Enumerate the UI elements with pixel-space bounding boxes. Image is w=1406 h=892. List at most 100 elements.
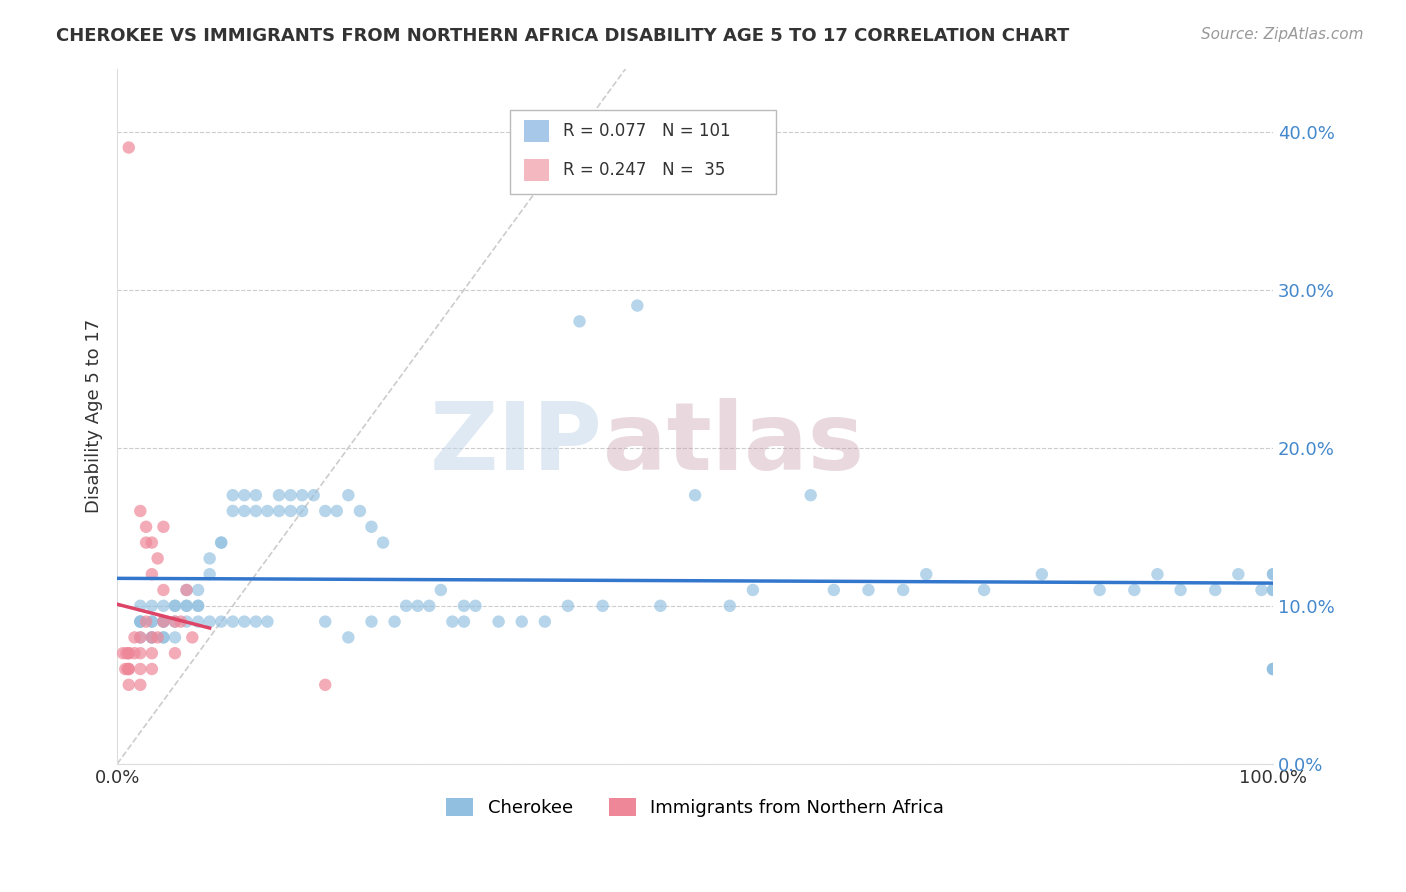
- Point: [163, 615, 186, 629]
- Point: [187, 615, 209, 629]
- Point: [395, 599, 418, 613]
- Point: [418, 599, 440, 613]
- Point: [337, 631, 360, 645]
- Point: [129, 646, 152, 660]
- Point: [187, 599, 209, 613]
- Point: [170, 615, 193, 629]
- FancyBboxPatch shape: [524, 160, 550, 181]
- Point: [973, 582, 995, 597]
- FancyBboxPatch shape: [524, 120, 550, 142]
- Point: [163, 599, 186, 613]
- Point: [209, 535, 232, 549]
- Point: [163, 599, 186, 613]
- Point: [650, 599, 672, 613]
- Point: [124, 646, 146, 660]
- Point: [152, 520, 174, 534]
- Point: [441, 615, 464, 629]
- Point: [187, 582, 209, 597]
- Point: [291, 488, 314, 502]
- Point: [245, 615, 267, 629]
- Point: [1170, 582, 1192, 597]
- Point: [198, 567, 221, 582]
- Point: [1227, 567, 1250, 582]
- Point: [129, 504, 152, 518]
- Point: [314, 504, 336, 518]
- Point: [1088, 582, 1111, 597]
- Point: [280, 488, 302, 502]
- Point: [349, 504, 371, 518]
- Point: [464, 599, 486, 613]
- Point: [1123, 582, 1146, 597]
- Point: [222, 615, 245, 629]
- Point: [163, 631, 186, 645]
- Text: ZIP: ZIP: [430, 398, 603, 490]
- Point: [858, 582, 880, 597]
- Text: R = 0.247   N =  35: R = 0.247 N = 35: [564, 161, 725, 179]
- Point: [488, 615, 510, 629]
- FancyBboxPatch shape: [510, 111, 776, 194]
- Point: [163, 646, 186, 660]
- Point: [267, 504, 290, 518]
- Point: [141, 631, 163, 645]
- Point: [152, 615, 174, 629]
- Point: [111, 646, 134, 660]
- Point: [152, 582, 174, 597]
- Point: [141, 535, 163, 549]
- Point: [256, 615, 278, 629]
- Point: [141, 646, 163, 660]
- Point: [114, 662, 136, 676]
- Point: [152, 599, 174, 613]
- Point: [1261, 582, 1284, 597]
- Point: [124, 631, 146, 645]
- Point: [741, 582, 763, 597]
- Point: [118, 678, 141, 692]
- Point: [141, 615, 163, 629]
- Point: [534, 615, 557, 629]
- Point: [118, 646, 141, 660]
- Point: [152, 615, 174, 629]
- Point: [245, 488, 267, 502]
- Point: [135, 615, 157, 629]
- Point: [118, 662, 141, 676]
- Point: [406, 599, 429, 613]
- Point: [152, 631, 174, 645]
- Point: [1031, 567, 1053, 582]
- Point: [245, 504, 267, 518]
- Point: [129, 615, 152, 629]
- Y-axis label: Disability Age 5 to 17: Disability Age 5 to 17: [86, 319, 103, 513]
- Point: [1261, 662, 1284, 676]
- Point: [141, 662, 163, 676]
- Point: [360, 520, 382, 534]
- Point: [1261, 567, 1284, 582]
- Point: [152, 631, 174, 645]
- Point: [209, 615, 232, 629]
- Point: [1250, 582, 1272, 597]
- Point: [371, 535, 394, 549]
- Point: [718, 599, 741, 613]
- Point: [256, 504, 278, 518]
- Point: [1261, 567, 1284, 582]
- Point: [823, 582, 845, 597]
- Point: [198, 551, 221, 566]
- Point: [176, 582, 198, 597]
- Point: [117, 662, 139, 676]
- Point: [129, 678, 152, 692]
- Point: [326, 504, 349, 518]
- Point: [118, 662, 141, 676]
- Point: [557, 599, 579, 613]
- Point: [176, 582, 198, 597]
- Point: [302, 488, 325, 502]
- Point: [222, 488, 245, 502]
- Point: [209, 535, 232, 549]
- Point: [1261, 662, 1284, 676]
- Point: [683, 488, 706, 502]
- Point: [141, 631, 163, 645]
- Text: Source: ZipAtlas.com: Source: ZipAtlas.com: [1201, 27, 1364, 42]
- Point: [141, 599, 163, 613]
- Point: [568, 314, 591, 328]
- Point: [129, 631, 152, 645]
- Point: [222, 504, 245, 518]
- Point: [118, 646, 141, 660]
- Point: [280, 504, 302, 518]
- Point: [146, 631, 169, 645]
